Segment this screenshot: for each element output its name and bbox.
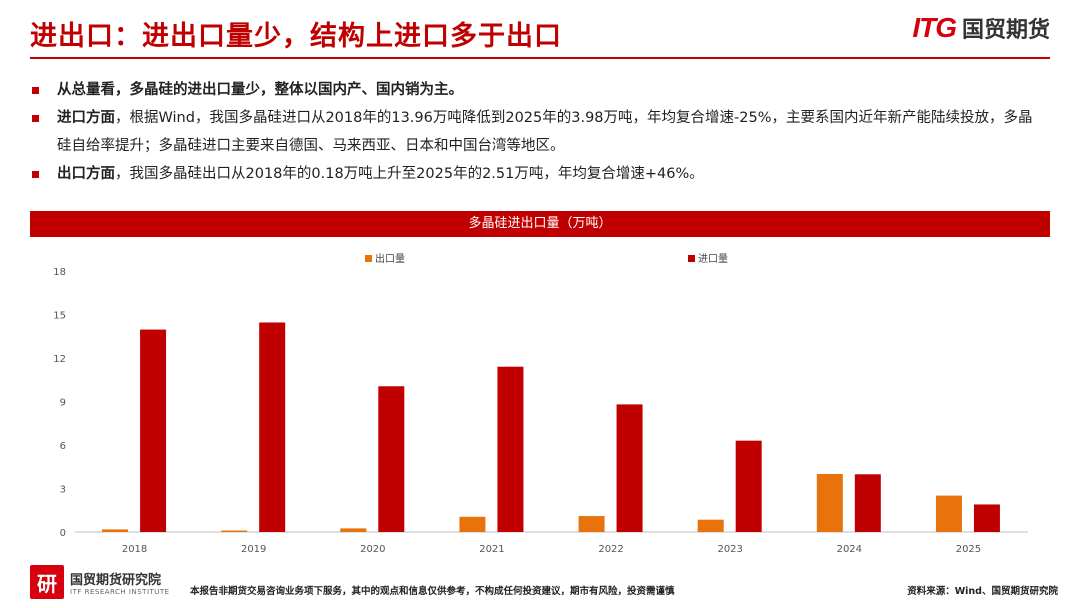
- x-tick-label: 2025: [956, 544, 981, 555]
- legend-export-swatch: [365, 255, 372, 262]
- x-tick-label: 2024: [837, 544, 862, 555]
- export-bar: [102, 529, 129, 532]
- x-tick-label: 2019: [241, 544, 266, 555]
- import-bar: [497, 366, 524, 532]
- import-bar: [616, 404, 643, 532]
- export-bar: [935, 495, 962, 532]
- y-tick-label: 12: [53, 354, 66, 365]
- export-bar: [816, 474, 843, 532]
- page-title: 进出口：进出口量少，结构上进口多于出口: [30, 21, 562, 52]
- export-bar: [697, 519, 724, 532]
- export-bar: [221, 530, 248, 532]
- bullet-square-icon: [32, 115, 39, 122]
- brand-logo: ITG 国贸期货: [912, 12, 1050, 44]
- y-tick-label: 18: [53, 267, 66, 278]
- y-tick-label: 0: [60, 528, 66, 539]
- x-tick-label: 2018: [122, 544, 147, 555]
- export-bar: [578, 516, 605, 532]
- export-bar: [340, 528, 367, 532]
- x-tick-label: 2022: [598, 544, 623, 555]
- legend-import-swatch: [688, 255, 695, 262]
- import-bar: [973, 504, 1000, 532]
- bullet-text: ，我国多晶硅出口从2018年的0.18万吨上升至2025年的2.51万吨，年均复…: [115, 166, 704, 182]
- y-tick-label: 6: [60, 441, 66, 452]
- export-bar: [459, 516, 486, 532]
- x-tick-label: 2021: [479, 544, 504, 555]
- bullet-lead: 出口方面: [57, 166, 115, 182]
- footer-logo: 研 国贸期货研究院 ITF RESEARCH INSTITUTE: [30, 565, 170, 599]
- chart-title-banner: 多晶硅进出口量（万吨）: [30, 211, 1050, 237]
- research-badge-icon: 研: [30, 565, 64, 599]
- x-tick-label: 2023: [717, 544, 742, 555]
- legend-import-label: 进口量: [698, 253, 728, 265]
- bullet-item: 出口方面，我国多晶硅出口从2018年的0.18万吨上升至2025年的2.51万吨…: [30, 160, 1040, 188]
- bullet-list: 从总量看，多晶硅的进出口量少，整体以国内产、国内销为主。 进口方面，根据Wind…: [30, 76, 1040, 188]
- footer-disclaimer: 本报告非期货交易咨询业务项下服务，其中的观点和信息仅供参考，不构成任何投资建议，…: [190, 586, 675, 597]
- legend-export-label: 出口量: [375, 252, 405, 265]
- import-bar: [854, 474, 881, 532]
- import-bar: [259, 322, 286, 532]
- y-tick-label: 3: [60, 485, 66, 496]
- y-tick-label: 9: [60, 398, 66, 409]
- logo-text: 国贸期货: [961, 18, 1050, 43]
- import-bar: [735, 440, 762, 532]
- bullet-item: 从总量看，多晶硅的进出口量少，整体以国内产、国内销为主。: [30, 76, 1040, 104]
- footer-source: 资料来源：Wind、国贸期货研究院: [907, 586, 1058, 597]
- bullet-text: 从总量看，多晶硅的进出口量少，整体以国内产、国内销为主。: [57, 82, 463, 98]
- logo-mark: ITG: [912, 12, 957, 43]
- bar-chart: 0 3 6 9 12 15 18 2018 2019 2020 2021 2022 2023 2024 20…: [53, 252, 1028, 555]
- y-tick-label: 15: [53, 311, 66, 322]
- footer-org-en: ITF RESEARCH INSTITUTE: [70, 587, 170, 596]
- x-tick-label: 2020: [360, 544, 385, 555]
- footer-org-cn: 国贸期货研究院: [70, 572, 162, 588]
- import-bar: [378, 386, 405, 532]
- bullet-text: ，根据Wind，我国多晶硅进口从2018年的13.96万吨降低到2025年的3.…: [57, 110, 1033, 154]
- import-bar: [140, 329, 167, 532]
- bullet-item: 进口方面，根据Wind，我国多晶硅进口从2018年的13.96万吨降低到2025…: [30, 104, 1040, 160]
- title-divider: [30, 57, 1050, 59]
- bullet-square-icon: [32, 171, 39, 178]
- bullet-square-icon: [32, 87, 39, 94]
- bullet-lead: 进口方面: [57, 110, 115, 126]
